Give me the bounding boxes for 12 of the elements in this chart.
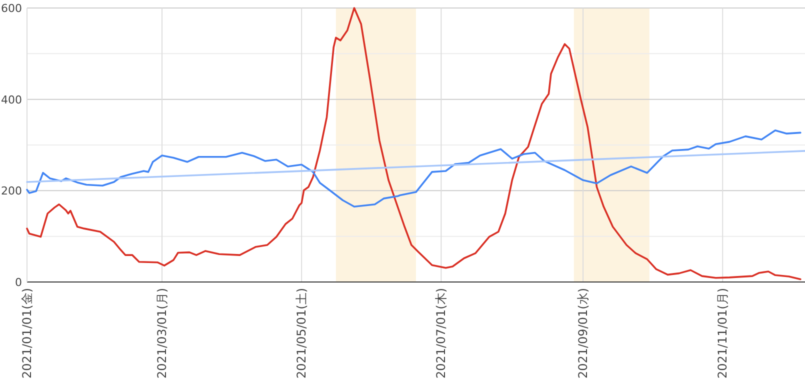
y-tick-label: 200	[1, 184, 22, 198]
line-series	[26, 7, 802, 280]
x-tick-label: 2021/03/01(月)	[155, 288, 170, 379]
x-tick-label: 2021/09/01(水)	[576, 288, 590, 379]
x-tick-label: 2021/01/01(金)	[20, 288, 34, 379]
y-tick-label: 600	[1, 2, 22, 15]
x-tick-label: 2021/05/01(土)	[294, 288, 309, 379]
y-tick-label: 400	[1, 93, 22, 106]
line-series	[26, 129, 802, 208]
y-tick-label: 0	[15, 276, 22, 289]
x-tick-label: 2021/07/01(木)	[434, 288, 448, 379]
x-tick-label: 2021/11/01(月)	[716, 288, 730, 379]
